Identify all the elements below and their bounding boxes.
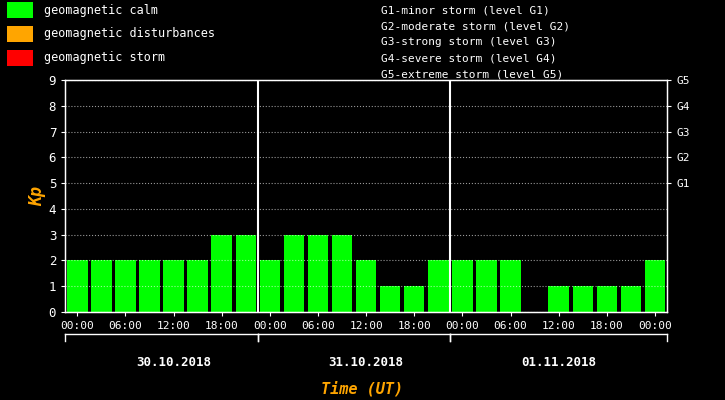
Bar	[139, 260, 160, 312]
Bar	[163, 260, 184, 312]
Bar	[548, 286, 569, 312]
Bar	[356, 260, 376, 312]
Text: G3-strong storm (level G3): G3-strong storm (level G3)	[381, 38, 556, 48]
Text: 30.10.2018: 30.10.2018	[136, 356, 211, 369]
Bar	[260, 260, 280, 312]
Bar	[236, 235, 256, 312]
Text: geomagnetic storm: geomagnetic storm	[44, 51, 165, 64]
Text: 01.11.2018: 01.11.2018	[521, 356, 596, 369]
Bar	[476, 260, 497, 312]
Bar	[500, 260, 521, 312]
Bar	[91, 260, 112, 312]
Text: G5-extreme storm (level G5): G5-extreme storm (level G5)	[381, 69, 563, 79]
Bar	[573, 286, 593, 312]
Bar	[380, 286, 400, 312]
Text: G2-moderate storm (level G2): G2-moderate storm (level G2)	[381, 22, 570, 32]
Y-axis label: Kp: Kp	[28, 186, 46, 206]
Text: G1-minor storm (level G1): G1-minor storm (level G1)	[381, 6, 550, 16]
Bar	[7, 2, 33, 18]
Bar	[428, 260, 449, 312]
Bar	[212, 235, 232, 312]
Bar	[67, 260, 88, 312]
Bar	[115, 260, 136, 312]
Bar	[597, 286, 617, 312]
Text: Time (UT): Time (UT)	[321, 380, 404, 396]
Bar	[283, 235, 304, 312]
Bar	[645, 260, 666, 312]
Bar	[187, 260, 208, 312]
Bar	[7, 26, 33, 42]
Bar	[307, 235, 328, 312]
Bar	[404, 286, 425, 312]
Text: geomagnetic disturbances: geomagnetic disturbances	[44, 27, 215, 40]
Text: geomagnetic calm: geomagnetic calm	[44, 4, 157, 16]
Bar	[7, 50, 33, 66]
Text: 31.10.2018: 31.10.2018	[328, 356, 404, 369]
Bar	[621, 286, 641, 312]
Bar	[452, 260, 473, 312]
Bar	[332, 235, 352, 312]
Text: G4-severe storm (level G4): G4-severe storm (level G4)	[381, 53, 556, 63]
